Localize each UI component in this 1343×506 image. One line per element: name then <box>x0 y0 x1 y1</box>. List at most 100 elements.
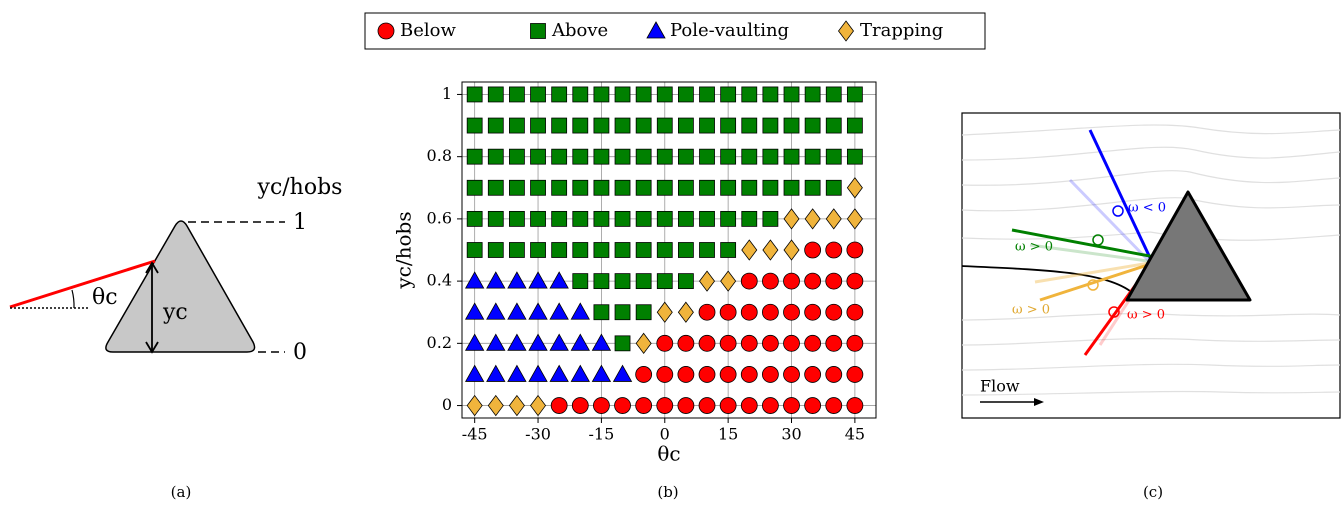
point <box>487 86 504 103</box>
point <box>466 117 483 134</box>
point <box>551 86 568 103</box>
point <box>572 242 589 258</box>
point <box>466 394 483 417</box>
x-tick-label: 0 <box>660 425 670 444</box>
point <box>466 242 483 258</box>
point <box>614 86 631 103</box>
point <box>846 86 863 103</box>
point <box>593 86 610 103</box>
angle-arc <box>71 289 75 309</box>
point <box>509 148 525 165</box>
point <box>572 273 589 290</box>
point <box>846 334 864 352</box>
point <box>825 272 843 290</box>
legend-marker <box>530 23 546 39</box>
rotation-icon <box>1092 234 1104 246</box>
point <box>507 271 527 289</box>
point <box>740 303 758 321</box>
point <box>466 148 483 165</box>
point <box>614 179 631 196</box>
x-tick-label: -15 <box>589 425 615 444</box>
legend-label: Pole-vaulting <box>670 20 789 41</box>
point <box>612 364 633 382</box>
point <box>656 334 674 352</box>
point <box>570 364 590 382</box>
point <box>720 179 737 196</box>
point <box>699 86 715 103</box>
y-tick-label: 0 <box>442 395 452 414</box>
point <box>846 272 864 290</box>
point <box>761 272 779 290</box>
point <box>614 242 631 258</box>
point <box>486 364 506 382</box>
point <box>551 117 568 134</box>
point <box>635 210 652 227</box>
point <box>804 303 822 321</box>
point <box>846 117 863 134</box>
point <box>740 397 758 414</box>
legend-marker <box>838 20 854 42</box>
point <box>804 117 821 134</box>
point <box>699 270 716 292</box>
point <box>614 210 631 227</box>
point <box>635 148 652 165</box>
point <box>551 242 568 258</box>
y-tick-label: 0.2 <box>427 333 452 352</box>
point <box>740 272 758 290</box>
flow-arrow-head <box>1034 398 1044 406</box>
point <box>614 148 631 165</box>
point <box>656 301 673 323</box>
point <box>508 394 525 417</box>
point <box>783 148 800 165</box>
legend-label: Trapping <box>860 20 943 41</box>
rotation-icon <box>1112 205 1124 217</box>
point <box>783 86 800 103</box>
point <box>656 148 673 165</box>
point <box>741 86 758 103</box>
point <box>761 366 779 383</box>
point <box>825 117 842 134</box>
omega-label: ω > 0 <box>1015 240 1053 255</box>
point <box>741 210 758 227</box>
point <box>698 366 716 383</box>
point <box>571 397 589 414</box>
point <box>783 179 800 196</box>
point <box>762 179 779 196</box>
point <box>530 179 546 196</box>
point <box>720 148 737 165</box>
point <box>762 210 779 227</box>
x-tick-label: -30 <box>525 425 551 444</box>
point <box>549 364 569 382</box>
point <box>783 303 800 321</box>
panel-label: (b) <box>657 483 678 501</box>
panel-label: (a) <box>171 483 192 501</box>
point <box>635 332 652 354</box>
point <box>509 210 525 227</box>
point <box>656 179 673 196</box>
point <box>698 397 716 414</box>
point <box>549 333 569 351</box>
point <box>572 210 589 227</box>
point <box>570 302 590 320</box>
point <box>804 272 822 290</box>
point <box>677 117 694 134</box>
point <box>720 270 737 292</box>
x-axis-label: θc <box>657 442 680 466</box>
point <box>593 273 610 290</box>
point <box>825 208 842 230</box>
point <box>846 397 864 414</box>
point <box>741 239 758 261</box>
point <box>530 394 547 417</box>
point <box>740 334 758 352</box>
point <box>762 148 779 165</box>
point <box>699 148 715 165</box>
point <box>614 397 631 414</box>
point <box>677 148 694 165</box>
point <box>549 302 569 320</box>
point <box>741 117 758 134</box>
point <box>720 242 737 258</box>
point <box>614 117 631 134</box>
obstacle <box>1125 190 1252 302</box>
point <box>614 273 631 290</box>
